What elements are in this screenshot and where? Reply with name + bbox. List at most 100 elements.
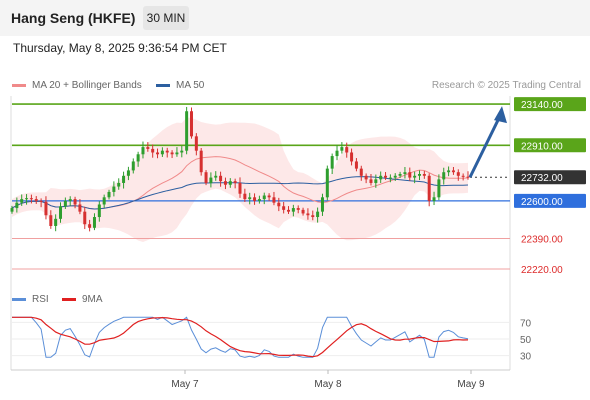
candle-body xyxy=(180,150,184,153)
candle-body xyxy=(92,217,96,228)
candle-body xyxy=(112,186,116,192)
level-label-22600.00: 22600.00 xyxy=(521,197,563,208)
legend-9ma-label: 9MA xyxy=(82,294,103,305)
candle-body xyxy=(165,150,169,153)
candle-body xyxy=(107,191,111,198)
candle-body xyxy=(354,161,358,169)
candle-body xyxy=(199,150,203,173)
candle-body xyxy=(34,199,38,201)
x-tick-label: May 7 xyxy=(171,379,199,390)
candle-body xyxy=(20,199,24,203)
candle-body xyxy=(88,224,92,228)
legend-ma20-bb: MA 20 + Bollinger Bands xyxy=(12,80,142,91)
candle-body xyxy=(238,182,242,194)
candle-body xyxy=(432,197,436,201)
candle-body xyxy=(277,202,281,207)
level-badge-22910.00 xyxy=(514,138,586,153)
level-badge-22600.00 xyxy=(514,193,586,208)
candle-body xyxy=(141,147,145,155)
candle-body xyxy=(422,174,426,176)
candle-body xyxy=(117,182,121,187)
rsi-swatch xyxy=(12,298,26,301)
candle-body xyxy=(257,199,261,201)
candle-body xyxy=(233,181,237,183)
candle-body xyxy=(456,172,460,176)
candle-body xyxy=(384,175,388,178)
candle-body xyxy=(185,111,189,151)
candle-body xyxy=(388,177,392,179)
level-label-22220.00: 22220.00 xyxy=(521,265,563,276)
candle-body xyxy=(10,208,14,212)
target-arrow-line xyxy=(468,115,502,178)
candle-body xyxy=(282,206,286,210)
candle-body xyxy=(204,172,208,183)
candle-body xyxy=(335,150,339,157)
candle-body xyxy=(413,175,417,178)
candle-body xyxy=(39,200,43,202)
candle-body xyxy=(122,175,126,183)
candle-body xyxy=(359,168,363,176)
ma9-swatch xyxy=(62,298,76,301)
candle-body xyxy=(417,174,421,176)
candle-body xyxy=(291,208,295,212)
candle-body xyxy=(131,161,135,171)
candle-body xyxy=(408,172,412,178)
rsi-tick-label: 50 xyxy=(520,335,532,346)
legend-rsi: RSI xyxy=(12,294,49,305)
candle-body xyxy=(223,181,227,185)
level-badge-22732.00 xyxy=(514,170,586,185)
candle-body xyxy=(262,195,266,200)
candle-body xyxy=(296,208,300,210)
legend-ma50: MA 50 xyxy=(156,80,204,91)
candle-body xyxy=(301,209,305,214)
ma50-swatch xyxy=(156,84,170,87)
rsi-tick-label: 30 xyxy=(520,352,532,363)
candle-body xyxy=(330,156,334,169)
candle-body xyxy=(248,197,252,200)
ma20-swatch xyxy=(12,84,26,87)
top-bar xyxy=(0,0,590,36)
candle-body xyxy=(287,209,291,212)
rsi-tick-label: 70 xyxy=(520,318,532,329)
candle-body xyxy=(393,175,397,178)
chart-datetime: Thursday, May 8, 2025 9:36:54 PM CET xyxy=(13,41,227,55)
level-label-22732.00: 22732.00 xyxy=(521,173,563,184)
candle-body xyxy=(146,147,150,149)
candle-body xyxy=(63,200,67,207)
candle-body xyxy=(54,218,58,226)
legend-9ma: 9MA xyxy=(62,294,103,305)
candle-body xyxy=(44,201,48,216)
target-arrow-head xyxy=(494,106,507,124)
candle-body xyxy=(73,199,77,205)
candle-body xyxy=(194,136,198,151)
candle-body xyxy=(466,176,470,178)
instrument-title: Hang Seng (HKFE) xyxy=(11,10,136,26)
level-label-23140.00: 23140.00 xyxy=(521,100,563,111)
candle-body xyxy=(272,197,276,203)
candle-body xyxy=(189,111,193,137)
rsi-ma-line xyxy=(12,316,469,358)
level-label-22910.00: 22910.00 xyxy=(521,141,563,152)
candle-body xyxy=(340,147,344,151)
candle-body xyxy=(374,179,378,183)
candle-body xyxy=(369,179,373,183)
candle-body xyxy=(447,170,451,173)
candle-body xyxy=(228,181,232,185)
legend-ma50-label: MA 50 xyxy=(176,80,205,91)
credit-text: Research © 2025 Trading Central xyxy=(431,80,581,91)
candle-body xyxy=(427,175,431,201)
candle-body xyxy=(126,170,130,176)
candle-body xyxy=(49,215,53,226)
candle-body xyxy=(243,193,247,200)
candle-body xyxy=(83,211,87,225)
candle-body xyxy=(214,175,218,178)
candle-body xyxy=(398,174,402,176)
candle-body xyxy=(350,152,354,162)
timeframe-button[interactable]: 30 MIN xyxy=(143,6,189,30)
candle-body xyxy=(78,204,82,212)
candle-body xyxy=(306,213,310,216)
candle-body xyxy=(451,170,455,173)
candle-body xyxy=(437,179,441,198)
candle-body xyxy=(68,199,72,201)
candle-body xyxy=(160,150,164,155)
